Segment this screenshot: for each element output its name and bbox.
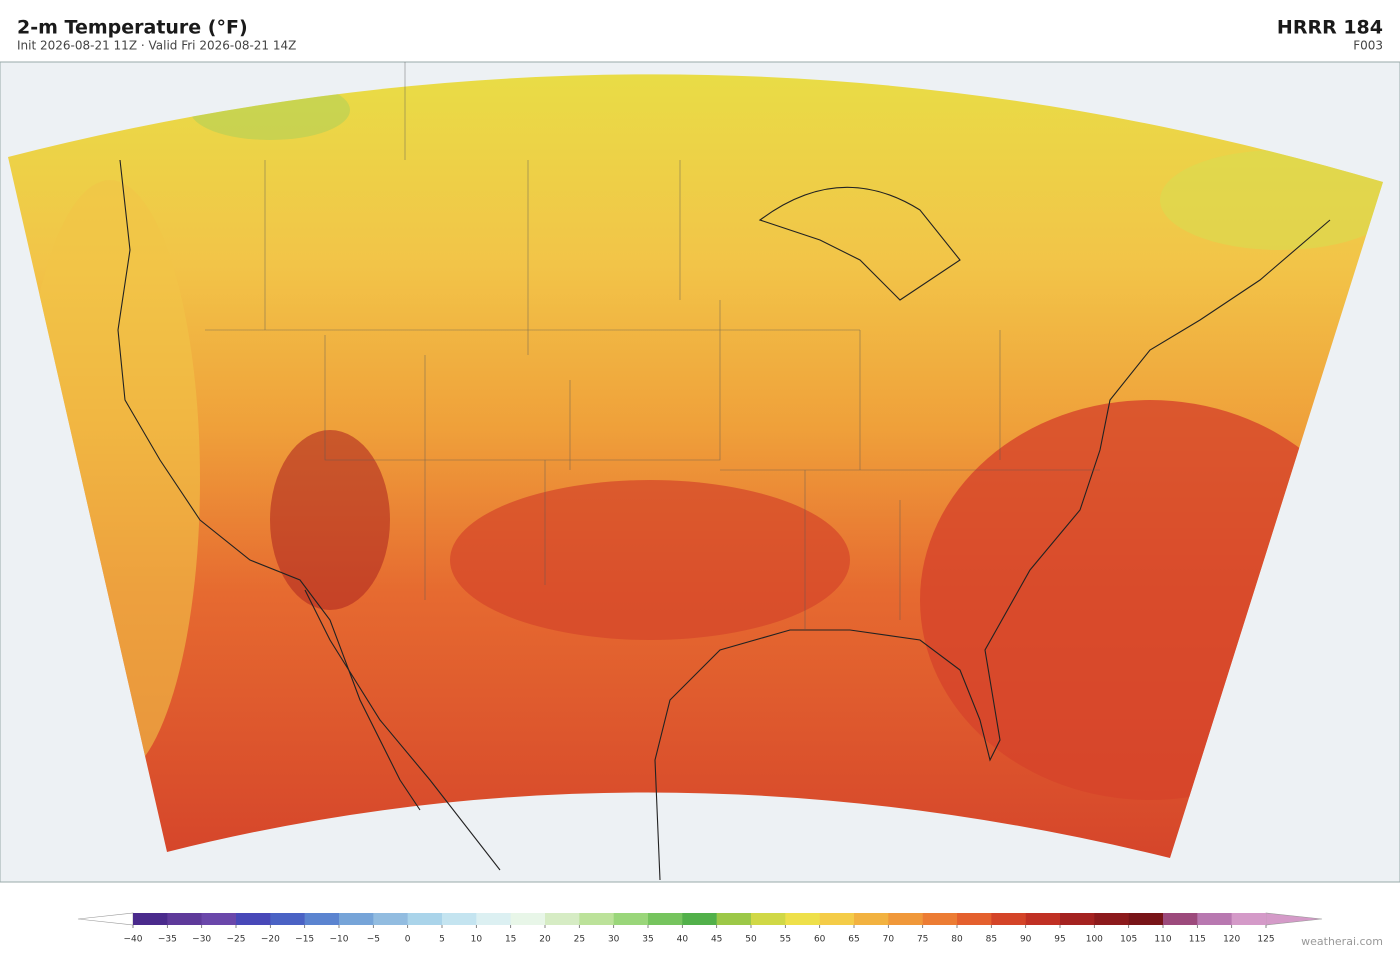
- colorbar-tick-label: −15: [295, 935, 314, 945]
- border-lines: [205, 62, 1100, 630]
- colorbar-tick-label: 70: [883, 935, 895, 945]
- colorbar-tick-label: 30: [608, 935, 620, 945]
- colorbar-bin: [304, 913, 340, 925]
- colorbar-bin: [270, 913, 305, 925]
- colorbar-bin: [888, 913, 923, 925]
- great-lakes: [758, 186, 961, 301]
- colorbar-bin: [648, 913, 683, 925]
- colorbar-tick-label: 75: [917, 935, 928, 945]
- colorbar-tick-label: 40: [677, 935, 689, 945]
- colorbar-tick-label: 0: [405, 935, 411, 945]
- colorbar-tick-label: −5: [367, 935, 380, 945]
- colorbar-bin: [510, 913, 546, 925]
- colorbar-bin: [1060, 913, 1095, 925]
- colorbar-bin: [373, 913, 408, 925]
- map-subtitle: Init 2026-08-21 11Z · Valid Fri 2026-08-…: [17, 39, 296, 53]
- colorbar-bin: [854, 913, 889, 925]
- colorbar-bin: [1231, 913, 1267, 925]
- colorbar-tick-label: 55: [780, 935, 791, 945]
- colorbar-tick-label: −10: [330, 935, 349, 945]
- colorbar-tick-label: 25: [574, 935, 585, 945]
- colorbar-bin: [922, 913, 958, 925]
- colorbar-tick-label: −40: [124, 935, 143, 945]
- colorbar-tick-label: 125: [1257, 935, 1274, 945]
- colorbar-bin: [785, 913, 820, 925]
- colorbar-bin: [545, 913, 580, 925]
- coast-baja: [304, 589, 501, 871]
- colorbar-tick-label: −20: [261, 935, 280, 945]
- colorbar-bin: [613, 913, 649, 925]
- colorbar-tick-label: 85: [986, 935, 997, 945]
- coastlines: [117, 159, 1331, 881]
- colorbar-bin: [1163, 913, 1198, 925]
- colorbar-bin: [476, 913, 511, 925]
- colorbar: −40 −35 −30 −25 −20 −15 −10 −5 0 5 10 15 20 25 30 35 40 4…: [77, 912, 1323, 945]
- coast-pacific: [117, 159, 421, 811]
- colorbar-tick-label: 110: [1154, 935, 1171, 945]
- colorbar-tick-label: 5: [439, 935, 445, 945]
- extend-over: [1265, 912, 1323, 926]
- colorbar-tick-label: 115: [1189, 935, 1206, 945]
- colorbar-bin: [1094, 913, 1129, 925]
- colorbar-bin: [1197, 913, 1232, 925]
- colorbar-bin: [1128, 913, 1164, 925]
- credit: weatherai.com: [1301, 935, 1383, 948]
- colorbar-tick-label: −25: [227, 935, 246, 945]
- extend-under: [77, 912, 134, 926]
- colorbar-tick-label: 50: [745, 935, 757, 945]
- colorbar-bin: [407, 913, 443, 925]
- colorbar-bin: [1025, 913, 1061, 925]
- colorbar-bin: [201, 913, 237, 925]
- colorbar-tick-label: 100: [1086, 935, 1103, 945]
- colorbar-bin: [819, 913, 855, 925]
- colorbar-tick-label: −35: [158, 935, 177, 945]
- colorbar-bin: [167, 913, 202, 925]
- temperature-field: [8, 74, 1383, 859]
- colorbar-tick-label: 45: [711, 935, 722, 945]
- colorbar-tick-label: 60: [814, 935, 826, 945]
- colorbar-tick-label: 20: [539, 935, 551, 945]
- coast-atlantic-gulf: [654, 219, 1331, 881]
- field-cool-northeast: [1160, 150, 1383, 250]
- colorbar-bin: [339, 913, 374, 925]
- colorbar-tick-label: 90: [1020, 935, 1032, 945]
- colorbar-bin: [716, 913, 752, 925]
- colorbar-tick-label: −30: [192, 935, 211, 945]
- colorbar-bin: [751, 913, 786, 925]
- model-name: HRRR 184: [1277, 17, 1383, 39]
- colorbar-bin: [442, 913, 477, 925]
- forecast-hour: F003: [1353, 39, 1383, 53]
- colorbar-tick-label: 95: [1054, 935, 1065, 945]
- colorbar-bin: [957, 913, 992, 925]
- colorbar-bin: [991, 913, 1026, 925]
- field-hot-desert: [270, 430, 390, 610]
- colorbar-tick-label: 65: [848, 935, 859, 945]
- colorbar-tick-label: 120: [1223, 935, 1240, 945]
- colorbar-tick-label: 15: [505, 935, 516, 945]
- colorbar-tick-label: 10: [471, 935, 483, 945]
- colorbar-tick-label: 80: [951, 935, 963, 945]
- map-title: 2-m Temperature (°F): [17, 17, 248, 39]
- field-hot-texas: [450, 480, 850, 640]
- colorbar-bin: [133, 913, 168, 925]
- colorbar-bin: [579, 913, 614, 925]
- state-borders: [205, 62, 1100, 630]
- colorbar-tick-label: 105: [1120, 935, 1137, 945]
- colorbar-bin: [682, 913, 717, 925]
- colorbar-tick-label: 35: [642, 935, 653, 945]
- colorbar-bin: [236, 913, 271, 925]
